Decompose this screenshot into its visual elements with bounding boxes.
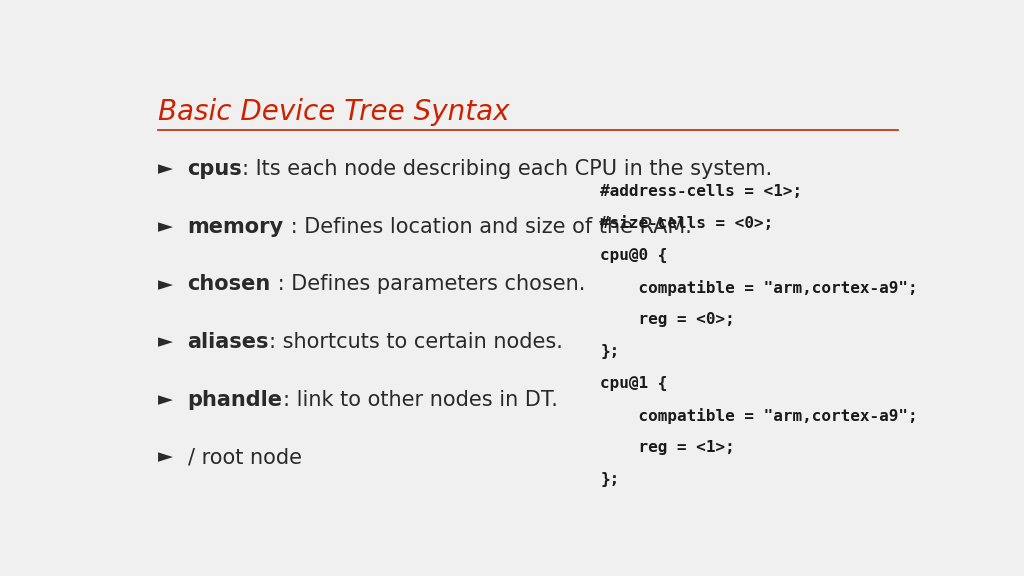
Text: ►: ► <box>158 275 173 294</box>
Text: chosen: chosen <box>187 274 270 294</box>
Text: ►: ► <box>158 217 173 236</box>
Text: ►: ► <box>158 160 173 179</box>
Text: #address-cells = <1>;: #address-cells = <1>; <box>600 184 803 199</box>
Text: cpu@1 {: cpu@1 { <box>600 376 668 391</box>
Text: #size-cells = <0>;: #size-cells = <0>; <box>600 217 773 232</box>
Text: };: }; <box>600 472 620 487</box>
Text: : Defines location and size of the RAM.: : Defines location and size of the RAM. <box>284 217 691 237</box>
Text: : link to other nodes in DT.: : link to other nodes in DT. <box>283 389 557 410</box>
Text: / root node: / root node <box>187 447 301 467</box>
Text: aliases: aliases <box>187 332 269 352</box>
Text: };: }; <box>600 344 620 359</box>
Text: : Its each node describing each CPU in the system.: : Its each node describing each CPU in t… <box>243 159 772 179</box>
Text: phandle: phandle <box>187 389 283 410</box>
Text: memory: memory <box>187 217 284 237</box>
Text: cpus: cpus <box>187 159 243 179</box>
Text: ►: ► <box>158 390 173 409</box>
Text: reg = <0>;: reg = <0>; <box>600 312 735 327</box>
Text: : shortcuts to certain nodes.: : shortcuts to certain nodes. <box>269 332 563 352</box>
Text: ►: ► <box>158 448 173 467</box>
Text: compatible = "arm,cortex-a9";: compatible = "arm,cortex-a9"; <box>600 281 918 296</box>
Text: reg = <1>;: reg = <1>; <box>600 440 735 455</box>
Text: cpu@0 {: cpu@0 { <box>600 248 668 263</box>
Text: compatible = "arm,cortex-a9";: compatible = "arm,cortex-a9"; <box>600 408 918 424</box>
Text: Basic Device Tree Syntax: Basic Device Tree Syntax <box>158 98 510 126</box>
Text: : Defines parameters chosen.: : Defines parameters chosen. <box>270 274 585 294</box>
Text: ►: ► <box>158 332 173 351</box>
